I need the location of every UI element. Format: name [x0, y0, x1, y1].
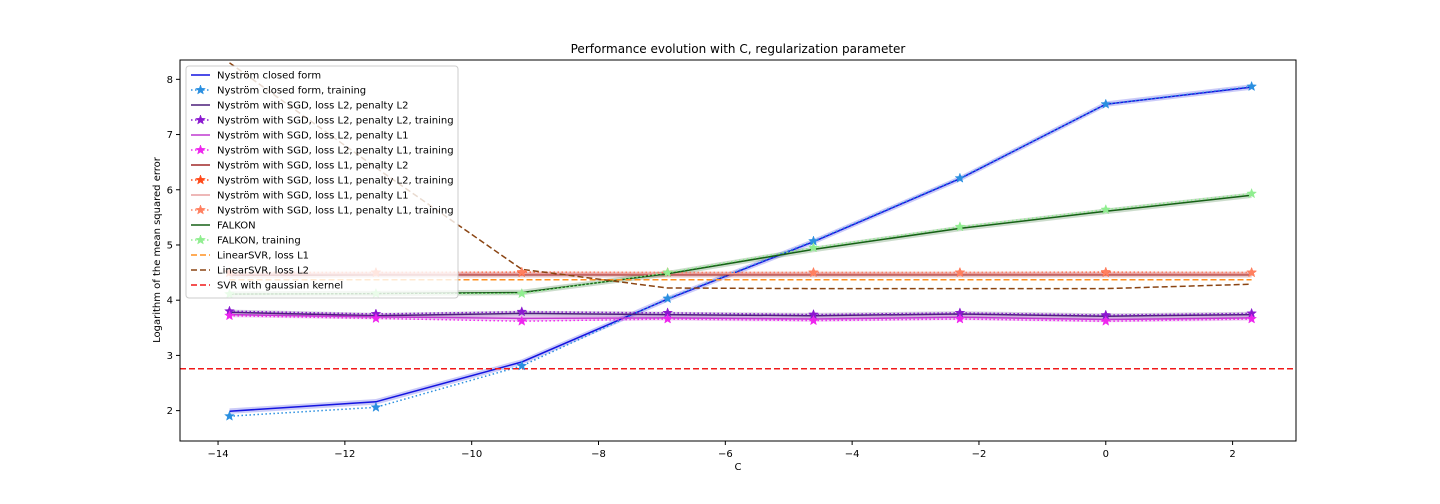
series-point-11-4 [808, 241, 819, 253]
series-band-4 [229, 311, 1252, 323]
y-tick-label: 2 [167, 406, 173, 417]
legend-label-5: Nyström with SGD, loss L2, penalty L1, t… [217, 146, 454, 157]
y-axis-ticks: 2 3 4 5 6 7 8 [167, 75, 180, 417]
series-point-9-7 [1246, 266, 1258, 278]
legend-marker-7 [195, 174, 206, 185]
y-tick-label: 3 [167, 351, 173, 362]
chart-title: Performance evolution with C, regulariza… [571, 42, 906, 56]
legend: Nyström closed form Nyström closed form, … [185, 65, 459, 299]
legend-label-3: Nyström with SGD, loss L2, penalty L2, t… [217, 116, 454, 127]
series-point-1-5 [954, 172, 966, 183]
series-point-1-1 [370, 401, 382, 412]
x-tick-label: −14 [207, 449, 228, 460]
legend-label-14: SVR with gaussian kernel [217, 281, 343, 292]
legend-label-12: LinearSVR, loss L1 [217, 251, 309, 262]
series-point-11-5 [954, 221, 966, 232]
series-point-5-0 [224, 309, 235, 321]
series-point-5-6 [1100, 315, 1112, 326]
legend-label-0: Nyström closed form [217, 71, 321, 82]
series-line-2 [229, 311, 1252, 317]
series-band-2 [229, 309, 1252, 319]
series-point-11-7 [1246, 187, 1258, 199]
y-tick-label: 8 [167, 75, 173, 86]
series-point-5-4 [808, 314, 819, 326]
series-point-9-2 [516, 266, 528, 277]
series-point-5-7 [1246, 313, 1258, 324]
series-point-5-2 [516, 315, 528, 326]
plot-area-frame [179, 59, 1297, 442]
x-tick-label: −2 [972, 449, 987, 460]
series-point-5-1 [370, 312, 382, 324]
series-line-1 [229, 85, 1252, 417]
x-tick-label: 0 [1103, 449, 1109, 460]
y-tick-label: 7 [167, 130, 173, 141]
series-point-11-3 [662, 266, 674, 278]
series-point-11-2 [516, 287, 528, 299]
series-line-3 [229, 310, 1252, 316]
series-line-4 [229, 313, 1252, 321]
legend-label-2: Nyström with SGD, loss L2, penalty L2 [217, 101, 409, 112]
series-point-5-5 [954, 313, 966, 324]
y-tick-label: 4 [167, 296, 173, 307]
series-line-5 [229, 314, 1252, 322]
series-point-1-3 [662, 292, 674, 304]
legend-label-4: Nyström with SGD, loss L2, penalty L1 [217, 131, 409, 142]
x-tick-label: −8 [591, 449, 606, 460]
x-axis-label: C [735, 462, 742, 473]
legend-label-7: Nyström with SGD, loss L1, penalty L2, t… [217, 176, 454, 187]
y-tick-label: 6 [167, 185, 173, 196]
legend-marker-9 [195, 204, 206, 215]
legend-label-1: Nyström closed form, training [217, 86, 366, 97]
legend-marker-3 [195, 114, 206, 125]
legend-label-9: Nyström with SGD, loss L1, penalty L1, t… [217, 206, 454, 217]
y-tick-label: 5 [167, 240, 173, 251]
series-point-1-7 [1246, 80, 1258, 92]
legend-label-6: Nyström with SGD, loss L1, penalty L2 [217, 161, 409, 172]
legend-frame [185, 65, 459, 299]
series-point-11-6 [1100, 203, 1112, 215]
series-point-9-5 [954, 266, 966, 278]
legend-label-11: FALKON, training [217, 236, 301, 247]
x-tick-label: −4 [845, 449, 860, 460]
x-tick-label: −12 [334, 449, 355, 460]
y-axis-label: Logarithm of the mean squared error [152, 156, 163, 343]
legend-marker-5 [195, 144, 206, 155]
x-tick-label: −10 [461, 449, 482, 460]
series-point-1-0 [224, 410, 235, 421]
series-point-9-4 [808, 266, 819, 278]
x-tick-label: 2 [1229, 449, 1235, 460]
legend-marker-11 [195, 234, 206, 245]
legend-label-8: Nyström with SGD, loss L1, penalty L1 [217, 191, 409, 202]
series-point-1-6 [1100, 98, 1112, 109]
x-tick-label: −6 [718, 449, 733, 460]
legend-marker-1 [195, 84, 206, 95]
series-point-9-6 [1100, 266, 1112, 277]
legend-label-13: LinearSVR, loss L2 [217, 266, 309, 277]
legend-label-10: FALKON [217, 221, 256, 232]
x-axis-ticks: −14 −12 −10 −8 −6 −4 −2 0 2 [207, 441, 1236, 460]
series-point-1-2 [516, 360, 528, 371]
series-point-3-2 [516, 306, 528, 317]
series-point-5-3 [662, 313, 674, 324]
